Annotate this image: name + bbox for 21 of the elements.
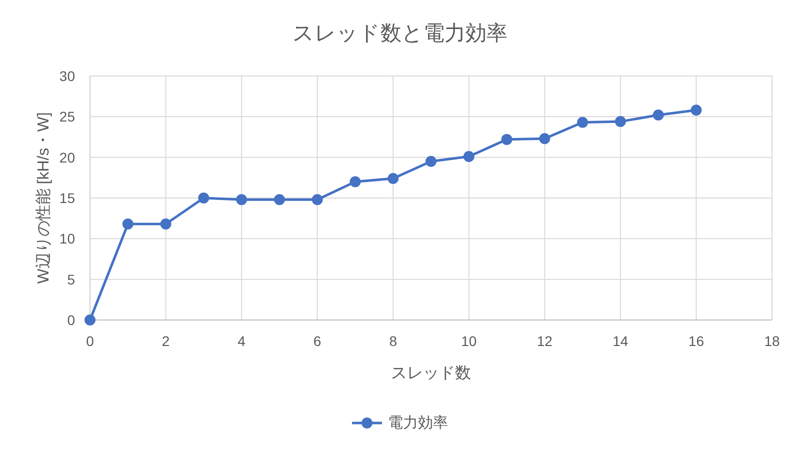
y-tick-label: 5 bbox=[67, 271, 75, 288]
x-tick-label: 2 bbox=[162, 333, 170, 349]
y-tick-label: 20 bbox=[59, 149, 75, 166]
y-tick-label: 30 bbox=[59, 68, 75, 84]
x-tick-label: 0 bbox=[86, 333, 94, 349]
x-tick-label: 6 bbox=[313, 333, 322, 349]
y-tick-label: 15 bbox=[59, 190, 75, 206]
y-axis-title: W辺りの性能 [kH/s・W] bbox=[36, 112, 52, 284]
x-tick-label: 4 bbox=[238, 333, 246, 349]
y-tick-label: 0 bbox=[67, 312, 75, 328]
x-tick-label: 8 bbox=[389, 333, 397, 349]
x-axis-title: スレッド数 bbox=[391, 365, 471, 382]
x-tick-label: 12 bbox=[536, 333, 552, 349]
x-tick-label: 10 bbox=[461, 333, 477, 349]
legend-label: 電力効率 bbox=[388, 414, 448, 432]
title: スレッド数と電力効率 bbox=[292, 22, 508, 45]
x-tick-label: 16 bbox=[688, 333, 704, 349]
x-tick-label: 14 bbox=[612, 333, 628, 349]
x-tick-label: 18 bbox=[764, 333, 780, 349]
y-tick-label: 10 bbox=[59, 230, 75, 247]
y-tick-label: 25 bbox=[59, 108, 75, 125]
